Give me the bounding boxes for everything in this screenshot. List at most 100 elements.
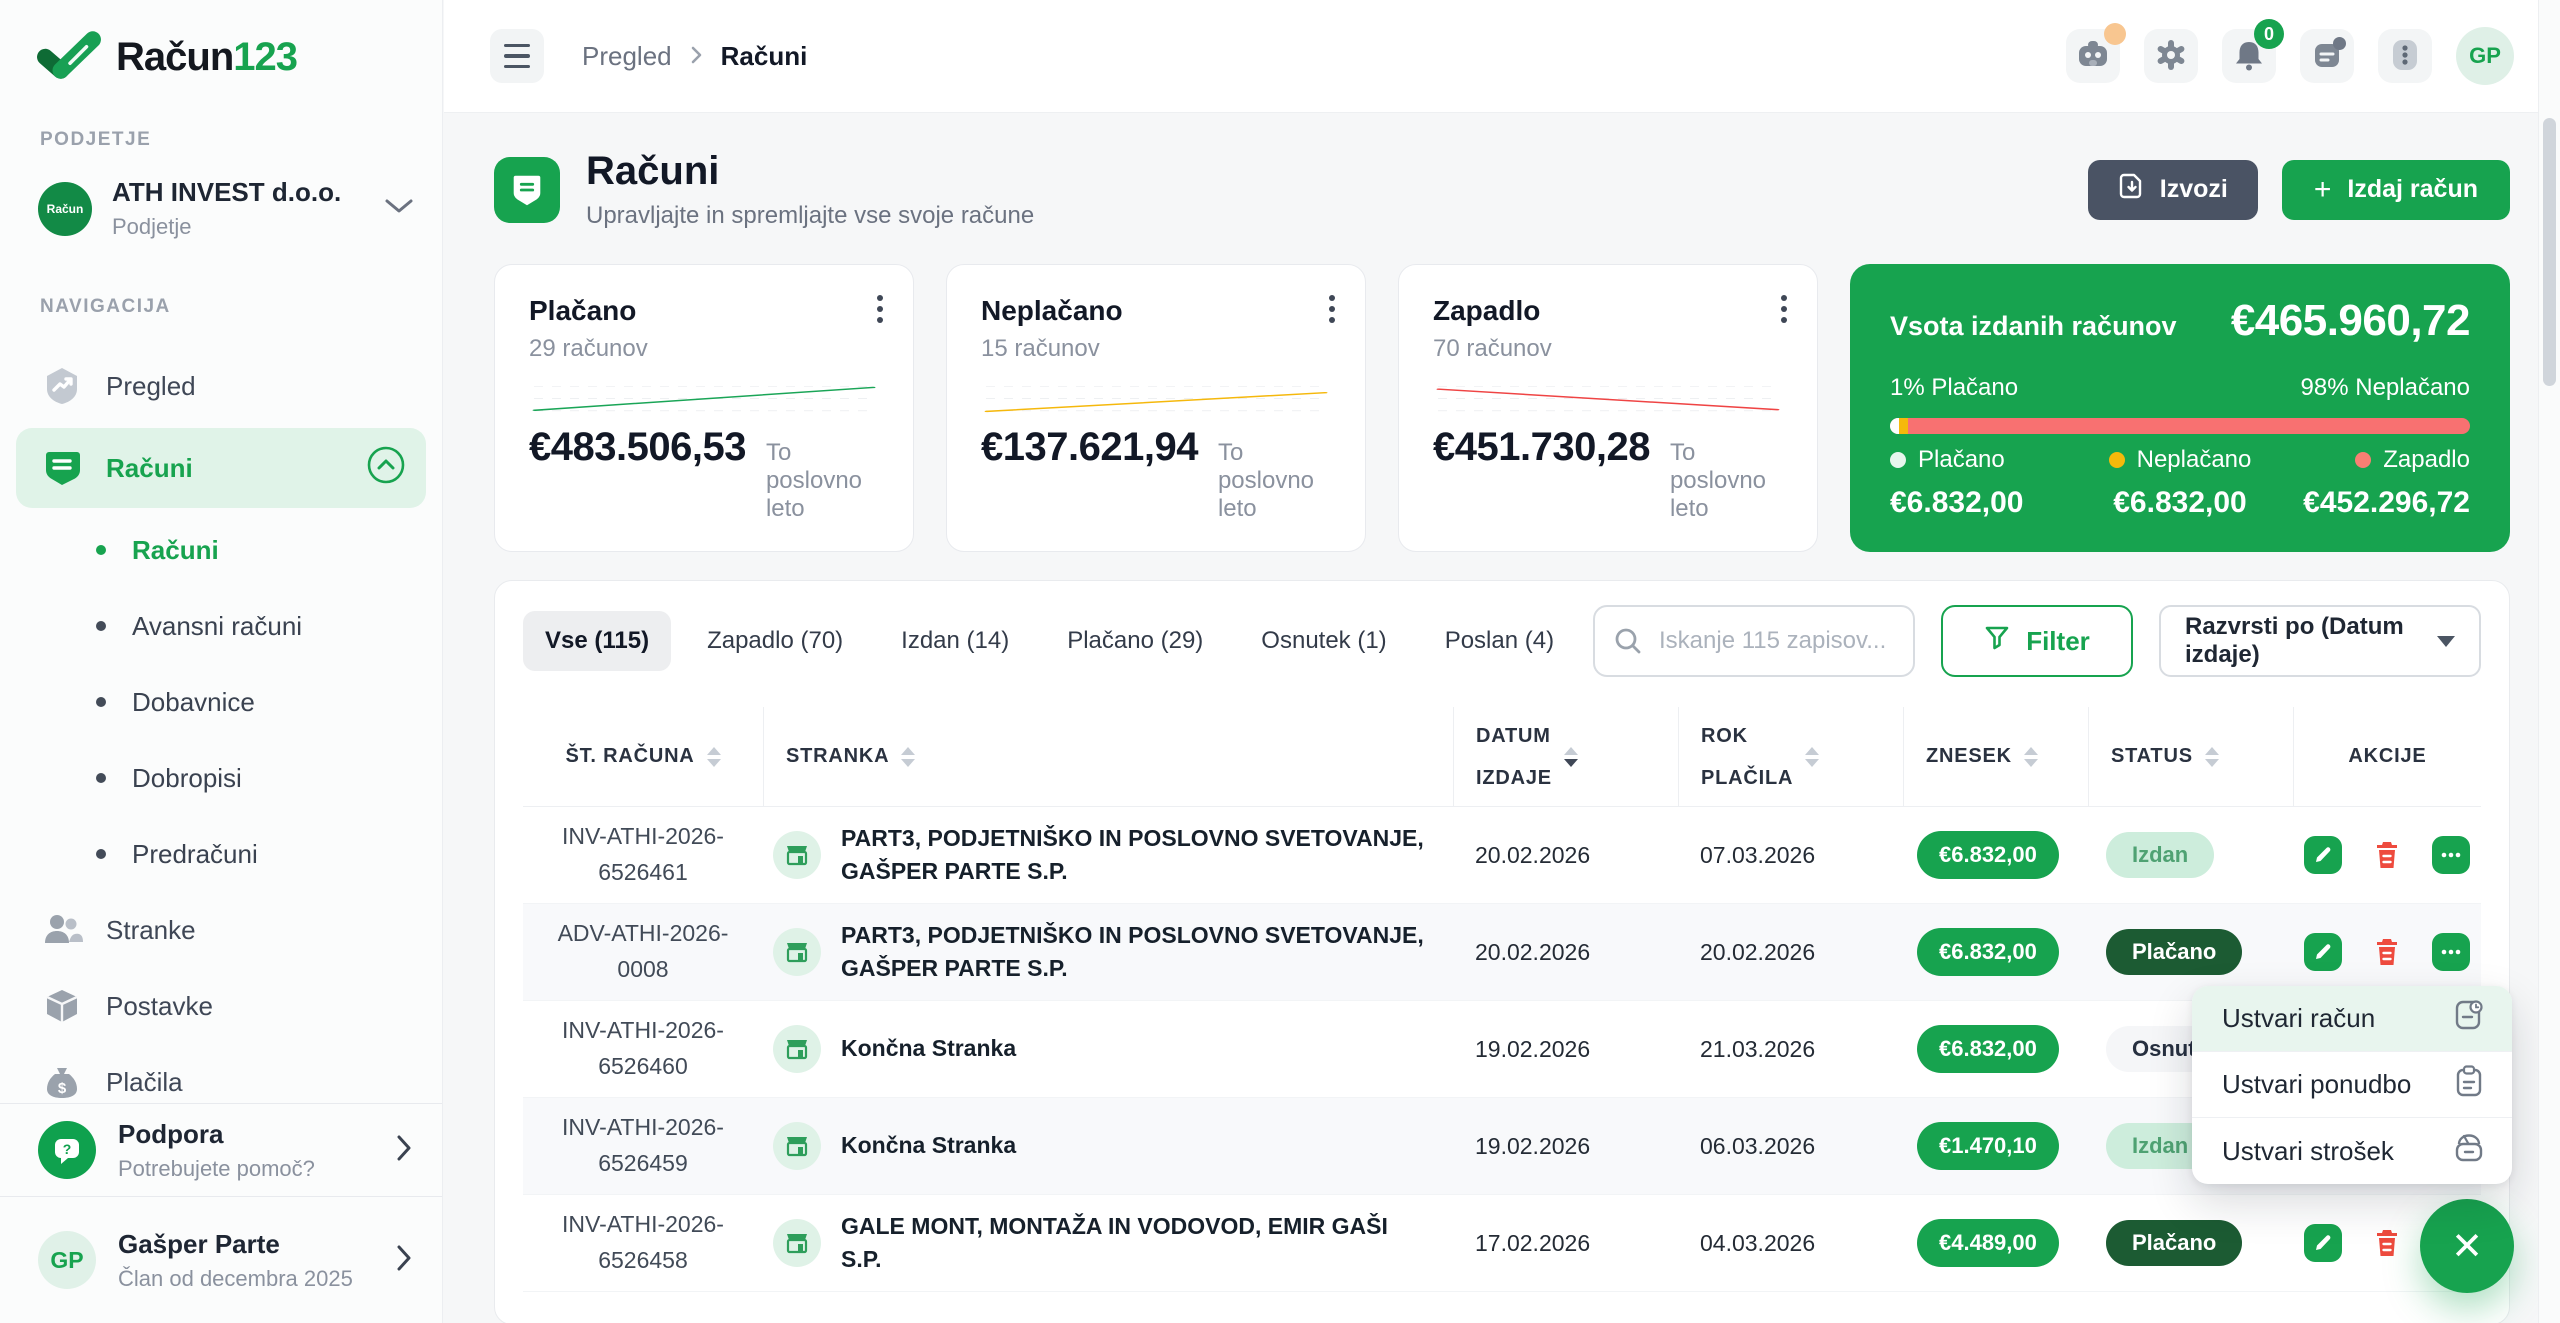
delete-button[interactable] (2368, 1224, 2406, 1262)
breadcrumb-current: Računi (720, 40, 808, 71)
status-badge: Plačano (2106, 1220, 2243, 1266)
create-invoice-button[interactable]: + Izdaj račun (2281, 159, 2510, 220)
due-date: 07.03.2026 (1700, 841, 1816, 868)
sidebar-item-placila[interactable]: $ Plačila (0, 1044, 442, 1120)
client-name: Končna Stranka (841, 1035, 1017, 1062)
col-header-actions: AKCIJE (2293, 707, 2481, 806)
subnav-item-dobavnice[interactable]: Dobavnice (0, 664, 442, 740)
tab-poslan[interactable]: Poslan (4) (1423, 611, 1576, 671)
col-header-due[interactable]: ROK PLAČILA (1678, 707, 1903, 806)
table-row[interactable]: INV-ATHI-2026-6526460 Končna Stranka 19.… (523, 1001, 2481, 1098)
note-badge (2333, 37, 2346, 50)
edit-button[interactable] (2304, 836, 2342, 874)
card-menu-button[interactable] (877, 295, 883, 323)
sidebar-item-label: Stranke (106, 914, 196, 945)
tab-zapadlo[interactable]: Zapadlo (70) (685, 611, 865, 671)
export-button[interactable]: Izvozi (2087, 159, 2258, 220)
stat-card-neplacano: Neplačano 15 računov €137.621,94 To posl… (946, 264, 1366, 552)
scrollbar-thumb[interactable] (2543, 118, 2556, 386)
table-row[interactable]: INV-ATHI-2026-6526458 GALE MONT, MONTAŽA… (523, 1195, 2481, 1292)
legend-amount: €6.832,00 (2113, 486, 2247, 519)
breadcrumb-parent[interactable]: Pregled (582, 40, 672, 71)
stats-row: Plačano 29 računov €483.506,53 To poslov… (494, 264, 2510, 552)
notifications-button[interactable]: 0 (2222, 19, 2284, 83)
subnav-item-dobropisi[interactable]: Dobropisi (0, 740, 442, 816)
racuni-subnav: Računi Avansni računi Dobavnice Dobropis… (0, 512, 442, 892)
table-row[interactable]: INV-ATHI-2026-6526461 PART3, PODJETNIŠKO… (523, 807, 2481, 904)
menu-item-ustvari-racun[interactable]: Ustvari račun (2192, 986, 2512, 1052)
search-box (1593, 605, 1915, 677)
tab-osnutek[interactable]: Osnutek (1) (1239, 611, 1408, 671)
col-header-number[interactable]: ŠT. RAČUNA (523, 707, 763, 806)
edit-button[interactable] (2304, 1224, 2342, 1262)
tab-placano[interactable]: Plačano (29) (1045, 611, 1225, 671)
filter-button[interactable]: Filter (1941, 605, 2133, 677)
table-row[interactable]: ADV-ATHI-2026-0008 PART3, PODJETNIŠKO IN… (523, 904, 2481, 1001)
money-bag-icon: $ (40, 1062, 84, 1102)
summary-card: Vsota izdanih računov €465.960,72 1% Pla… (1850, 264, 2510, 552)
fab-close-button[interactable]: ✕ (2420, 1199, 2514, 1293)
support-panel[interactable]: ? Podpora Potrebujete pomoč? (0, 1103, 442, 1196)
more-options-button[interactable] (2378, 29, 2432, 83)
breadcrumb-chevron-icon (690, 41, 703, 72)
summary-progress-bar (1890, 418, 2470, 434)
chevron-right-icon (396, 1134, 412, 1167)
summary-total: €465.960,72 (2230, 296, 2471, 345)
table-row[interactable]: INV-ATHI-2026-6526459 Končna Stranka 19.… (523, 1098, 2481, 1195)
subnav-item-racuni[interactable]: Računi (0, 512, 442, 588)
page-subtitle: Upravljajte in spremljajte vse svoje rač… (586, 202, 1035, 229)
profile-avatar[interactable]: GP (2456, 27, 2514, 85)
search-input[interactable] (1593, 605, 1915, 677)
menu-item-ustvari-strosek[interactable]: Ustvari strošek (2192, 1118, 2512, 1184)
changelog-button[interactable] (2300, 29, 2354, 83)
card-menu-button[interactable] (1329, 295, 1335, 323)
sort-arrows-icon (1563, 746, 1578, 767)
sort-arrows-icon (1805, 746, 1820, 767)
stat-card-placano: Plačano 29 računov €483.506,53 To poslov… (494, 264, 914, 552)
download-icon (2118, 172, 2146, 207)
sidebar-item-pregled[interactable]: Pregled (0, 348, 442, 424)
bullet-icon (96, 621, 106, 631)
stat-count: 29 računov (529, 335, 648, 362)
chevron-down-icon (384, 197, 414, 220)
delete-button[interactable] (2368, 933, 2406, 971)
issue-date: 20.02.2026 (1475, 938, 1591, 965)
table-toolbar: Vse (115) Zapadlo (70) Izdan (14) Plačan… (523, 605, 2481, 677)
topbar-actions: 0 (2066, 19, 2514, 85)
tab-vse[interactable]: Vse (115) (523, 611, 672, 671)
collapse-chevron-up-icon[interactable] (366, 445, 406, 492)
clipboard-icon (2452, 1064, 2486, 1105)
subnav-item-avansni-racuni[interactable]: Avansni računi (0, 588, 442, 664)
col-header-client[interactable]: STRANKA (763, 707, 1453, 806)
col-header-amount[interactable]: ZNESEK (1903, 707, 2088, 806)
sidebar-item-postavke[interactable]: Postavke (0, 968, 442, 1044)
subnav-item-predracuni[interactable]: Predračuni (0, 816, 442, 892)
row-more-button[interactable] (2432, 933, 2470, 971)
tab-izdan[interactable]: Izdan (14) (879, 611, 1031, 671)
row-more-button[interactable] (2432, 836, 2470, 874)
status-badge: Plačano (2106, 929, 2243, 975)
status-tabs: Vse (115) Zapadlo (70) Izdan (14) Plačan… (523, 611, 1576, 671)
user-panel[interactable]: GP Gašper Parte Član od decembra 2025 (0, 1196, 442, 1323)
sidebar-item-stranke[interactable]: Stranke (0, 892, 442, 968)
col-header-issued[interactable]: DATUM IZDAJE (1453, 707, 1678, 806)
edit-button[interactable] (2304, 933, 2342, 971)
plus-icon: + (2313, 172, 2332, 206)
delete-button[interactable] (2368, 836, 2406, 874)
menu-item-ustvari-ponudbo[interactable]: Ustvari ponudbo (2192, 1052, 2512, 1118)
bell-icon (2234, 39, 2264, 74)
col-header-status[interactable]: STATUS (2088, 707, 2293, 806)
settings-button[interactable] (2144, 29, 2198, 83)
company-switcher[interactable]: Račun ATH INVEST d.o.o. Podjetje (38, 177, 414, 240)
assistant-button[interactable] (2066, 23, 2126, 83)
stat-title: Neplačano (981, 295, 1123, 326)
sidebar-toggle-button[interactable] (490, 29, 544, 83)
sidebar-item-racuni[interactable]: Računi (16, 428, 426, 508)
gear-icon (2154, 38, 2188, 75)
invoice-number: ADV-ATHI-2026-0008 (557, 920, 729, 982)
sort-dropdown[interactable]: Razvrsti po (Datum izdaje) (2159, 605, 2481, 677)
user-name: Gašper Parte (118, 1228, 280, 1259)
legend-amount: €452.296,72 (2303, 486, 2470, 519)
client-icon (773, 1122, 821, 1170)
card-menu-button[interactable] (1781, 295, 1787, 323)
